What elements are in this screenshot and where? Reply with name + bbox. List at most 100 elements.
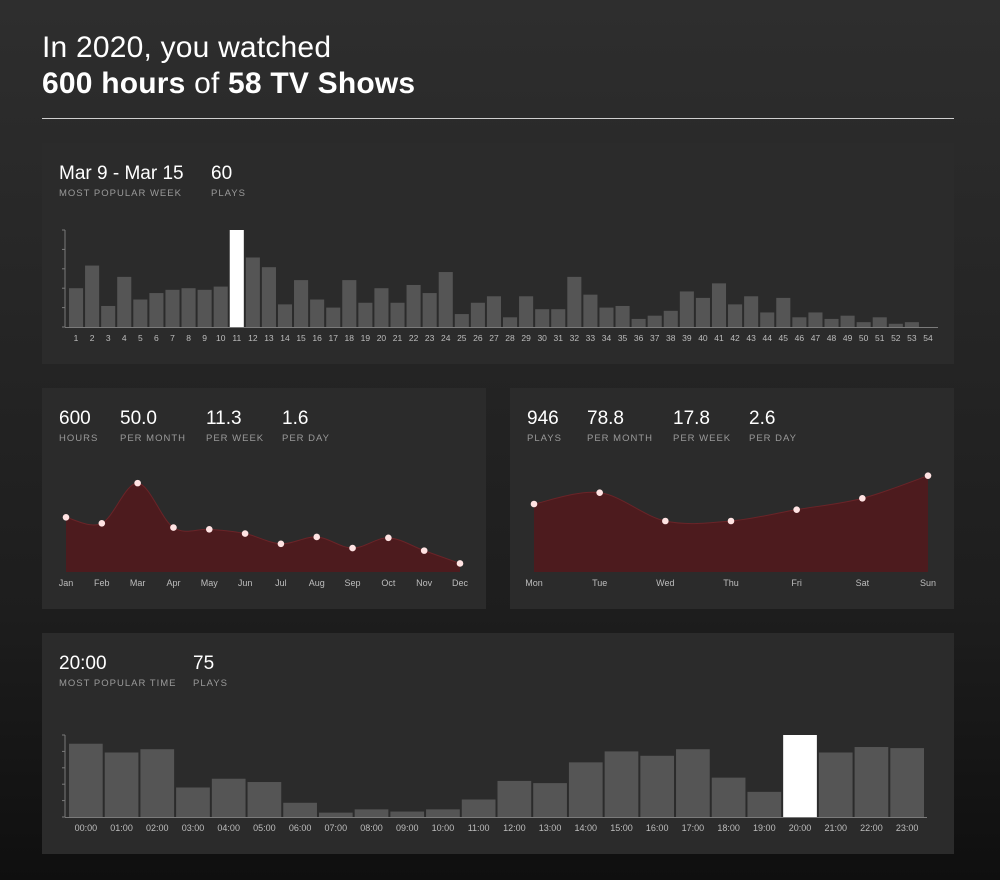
month-tick-label: Oct [381,578,396,588]
week-tick-label: 39 [682,333,692,343]
week-bar [535,309,550,327]
plays-per-month-stat: 78.8 PER MONTH [587,408,653,444]
month-tick-label: Jun [238,578,253,588]
hour-bar [426,809,460,817]
week-bar [631,318,646,327]
week-tick-label: 27 [489,333,499,343]
weekday-point [530,500,538,508]
popular-time-label: MOST POPULAR TIME [59,678,177,689]
month-point [313,533,321,541]
hour-bar [283,802,317,817]
weekday-point [662,517,669,525]
header-divider [42,118,954,119]
weekday-tick-label: Sat [856,578,870,588]
week-tick-label: 47 [811,333,821,343]
week-bar [824,318,839,327]
hour-tick-label: 14:00 [575,823,598,833]
week-bar [808,312,823,327]
week-bar [856,322,871,327]
week-tick-label: 24 [441,333,451,343]
week-tick-label: 34 [602,333,612,343]
week-bar [744,296,759,327]
time-plays-stat: 75 PLAYS [193,653,228,689]
weekday-tick-label: Tue [592,578,607,588]
week-tick-label: 49 [843,333,853,343]
week-tick-label: 11 [232,333,241,343]
weekday-point [793,506,800,513]
month-tick-label: May [201,578,219,588]
plays-per-month-label: PER MONTH [587,433,653,444]
hour-bar [247,782,282,817]
week-tick-label: 37 [650,333,660,343]
month-tick-label: Mar [130,578,146,588]
hour-bar [176,787,210,817]
week-bar [695,297,710,327]
month-point [98,519,106,527]
week-bar [117,276,132,327]
plays-per-day-label: PER DAY [749,433,798,444]
week-tick-label: 4 [122,333,127,343]
hour-bar [604,751,639,817]
plays-per-week-label: PER WEEK [673,433,732,444]
month-point [205,525,213,533]
week-bar [229,230,244,327]
hour-tick-label: 21:00 [824,823,847,833]
week-bar [615,305,630,327]
month-point [170,524,177,531]
popular-week-label: MOST POPULAR WEEK [59,188,182,199]
hours-total-label: HOURS [59,433,99,444]
hour-bar [104,752,139,817]
week-bar [261,267,276,327]
popular-time-stat: 20:00 MOST POPULAR TIME [59,653,176,689]
hour-bar [676,749,710,817]
week-tick-label: 44 [762,333,772,343]
week-bar [294,280,309,327]
hours-per-day-label: PER DAY [282,433,331,444]
weekday-tick-label: Sun [920,578,936,588]
plays-per-week-value: 17.8 [673,408,710,429]
month-tick-label: Sep [345,578,361,588]
hour-tick-label: 17:00 [682,823,705,833]
week-tick-label: 35 [618,333,628,343]
weekday-point [924,472,932,479]
hour-bar [854,747,889,817]
week-bar [422,293,437,327]
week-bar [872,317,887,327]
week-tick-label: 54 [923,333,933,343]
week-tick-label: 51 [875,333,885,343]
weekday-point [859,495,866,502]
plays-per-week-stat: 17.8 PER WEEK [673,408,731,444]
week-bar [197,289,212,327]
hour-tick-label: 15:00 [610,823,633,833]
month-point [420,547,428,554]
plays-total-value: 946 [527,408,559,429]
weekday-tick-label: Mon [525,578,543,588]
hour-tick-label: 07:00 [325,823,348,833]
week-tick-label: 52 [891,333,901,343]
weekday-tick-label: Fri [791,578,802,588]
month-tick-label: Feb [94,578,110,588]
week-bar [760,312,775,327]
week-plays-stat: 60 PLAYS [211,163,246,199]
week-bar [358,302,373,327]
month-point [241,530,249,537]
hour-tick-label: 12:00 [503,823,526,833]
hours-total-stat: 600 HOURS [59,408,98,444]
hours-per-week-value: 11.3 [206,408,242,429]
week-tick-label: 42 [730,333,740,343]
hours-per-month-label: PER MONTH [120,433,186,444]
hours-per-month-value: 50.0 [120,408,157,429]
hour-tick-label: 03:00 [182,823,205,833]
hours-per-day-stat: 1.6 PER DAY [282,408,330,444]
week-tick-label: 9 [202,333,207,343]
week-tick-label: 53 [907,333,917,343]
week-tick-label: 28 [505,333,515,343]
week-tick-label: 2 [90,333,95,343]
week-bar [792,317,807,327]
hour-bar [640,755,675,817]
hours-total-value: 600 [59,408,91,429]
hour-bar [818,752,853,817]
hour-bar [318,812,353,817]
hour-bar [568,762,603,817]
week-tick-label: 21 [393,333,403,343]
